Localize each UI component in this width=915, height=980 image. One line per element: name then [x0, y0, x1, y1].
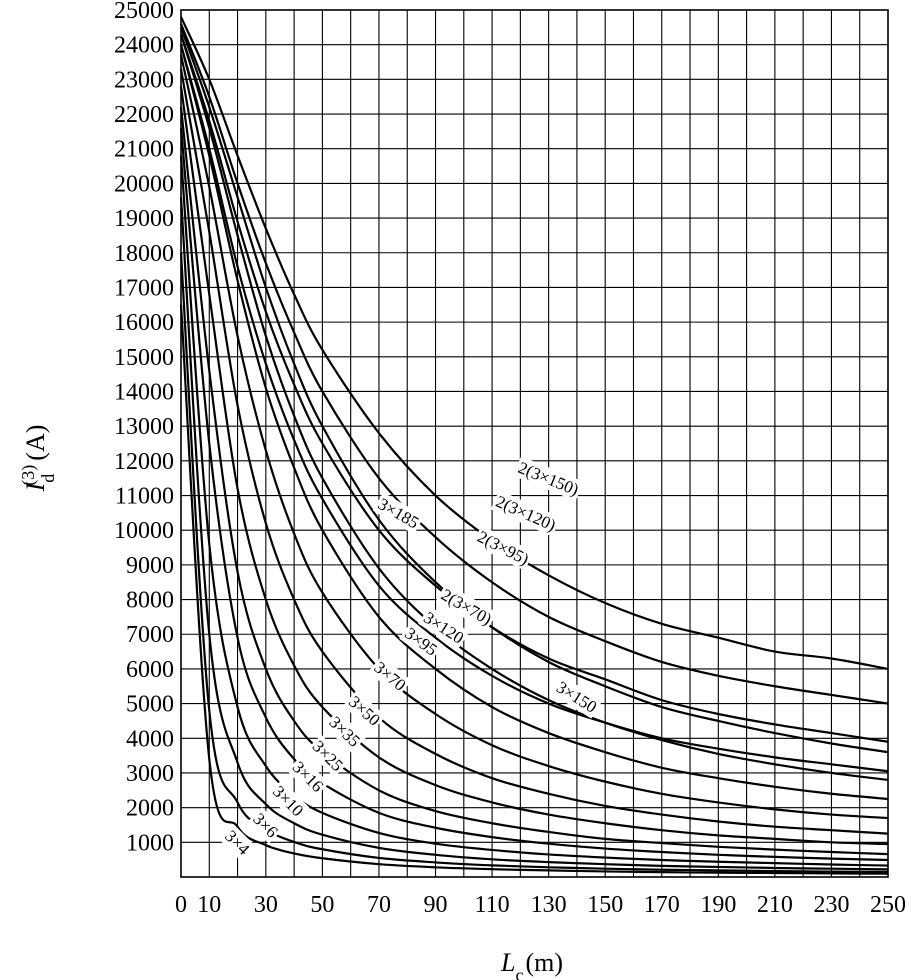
series-label-text: 2(3×95) — [474, 527, 532, 569]
y-tick-label: 11000 — [115, 484, 174, 510]
y-tick-labels: 1000 2000 3000 4000 5000 6000 7000 8000 9000 1000… — [114, 0, 174, 856]
y-tick-label: 20000 — [114, 171, 174, 197]
series-curve — [179, 127, 889, 862]
y-tick-label: 1000 — [126, 830, 174, 856]
series-label-background — [513, 456, 584, 502]
series-label-background — [418, 605, 470, 650]
series-curve — [179, 68, 889, 835]
series-label: 3×4 — [219, 824, 256, 862]
series-label-background — [266, 779, 310, 823]
series-label-background — [342, 689, 387, 732]
series-label-background — [323, 710, 367, 753]
series-curve — [179, 23, 889, 705]
y-tick-label: 13000 — [114, 414, 174, 440]
y-tick-label: 7000 — [126, 622, 174, 648]
y-tick-label: 14000 — [114, 379, 174, 405]
y-tick-label: 24000 — [114, 33, 174, 59]
x-tick-label: 110 — [475, 892, 510, 918]
y-tick-label: 3000 — [126, 761, 174, 787]
series-curve — [179, 44, 889, 801]
series-label-background — [286, 755, 330, 798]
series-curve — [179, 26, 889, 754]
x-tick-label: 0 — [175, 892, 187, 918]
x-tick-label: 90 — [424, 892, 448, 918]
y-tick-label: 21000 — [114, 137, 174, 163]
series-curve — [179, 33, 889, 743]
x-tick-label: 230 — [813, 892, 849, 918]
x-tick-labels: 0 10 30 50 70 90 110 130 150 170 190 210 230 250 — [175, 892, 906, 918]
series-label-text: 3×4 — [221, 827, 254, 860]
series-label-background — [368, 655, 412, 697]
series-label-background — [306, 734, 349, 778]
series-label: 3×185 — [372, 492, 425, 535]
x-axis-title: Lc(m) — [500, 948, 563, 980]
y-tick-label: 18000 — [114, 241, 174, 267]
series-curve — [179, 54, 889, 820]
series-label-background — [247, 807, 284, 844]
series-curve — [179, 155, 889, 867]
grid — [180, 9, 889, 878]
x-tick-label: 190 — [700, 892, 736, 918]
y-tick-label: 8000 — [126, 588, 174, 614]
series-label: 2(3×95) — [472, 525, 535, 571]
y-tick-label: 2000 — [126, 796, 174, 822]
series-label-background — [435, 583, 498, 631]
series-label-background — [399, 621, 444, 662]
y-tick-label: 12000 — [114, 449, 174, 475]
y-tick-label: 16000 — [114, 310, 174, 336]
series-label-background — [372, 492, 425, 535]
y-tick-label: 4000 — [126, 726, 174, 752]
y-tick-label: 5000 — [126, 692, 174, 718]
series-curve — [179, 106, 889, 856]
plot-frame — [180, 9, 889, 878]
x-tick-label: 10 — [197, 892, 221, 918]
y-tick-label: 22000 — [114, 102, 174, 128]
series-curve — [179, 44, 889, 773]
y-tick-label: 9000 — [126, 553, 174, 579]
x-tick-label: 30 — [254, 892, 278, 918]
y-tick-label: 25000 — [114, 0, 174, 24]
y-tick-label: 19000 — [114, 206, 174, 232]
x-tick-label: 130 — [531, 892, 567, 918]
x-tick-label: 70 — [367, 892, 391, 918]
x-tick-label: 250 — [870, 892, 906, 918]
y-axis-title: Id(3)(A) — [18, 425, 58, 493]
x-tick-label: 170 — [644, 892, 680, 918]
x-tick-label: 50 — [310, 892, 334, 918]
curves — [179, 16, 889, 875]
series-label-background — [550, 675, 603, 719]
series-label-background — [219, 824, 256, 862]
series-curve — [179, 16, 889, 671]
y-tick-label: 6000 — [126, 657, 174, 683]
series-label-background — [490, 490, 561, 537]
series-label: 3×70 — [368, 655, 412, 697]
y-tick-label: 15000 — [114, 345, 174, 371]
series-curve — [179, 252, 889, 874]
y-tick-label: 23000 — [114, 67, 174, 93]
series-curve — [179, 304, 889, 875]
y-tick-label: 17000 — [114, 275, 174, 301]
x-tick-label: 150 — [587, 892, 623, 918]
series-label: 3×6 — [247, 807, 284, 844]
series-curve — [179, 33, 889, 781]
series-label-background — [472, 525, 535, 571]
series-curve — [179, 197, 889, 871]
y-tick-label: 10000 — [114, 518, 174, 544]
series-curve — [179, 86, 889, 846]
x-tick-label: 210 — [757, 892, 793, 918]
